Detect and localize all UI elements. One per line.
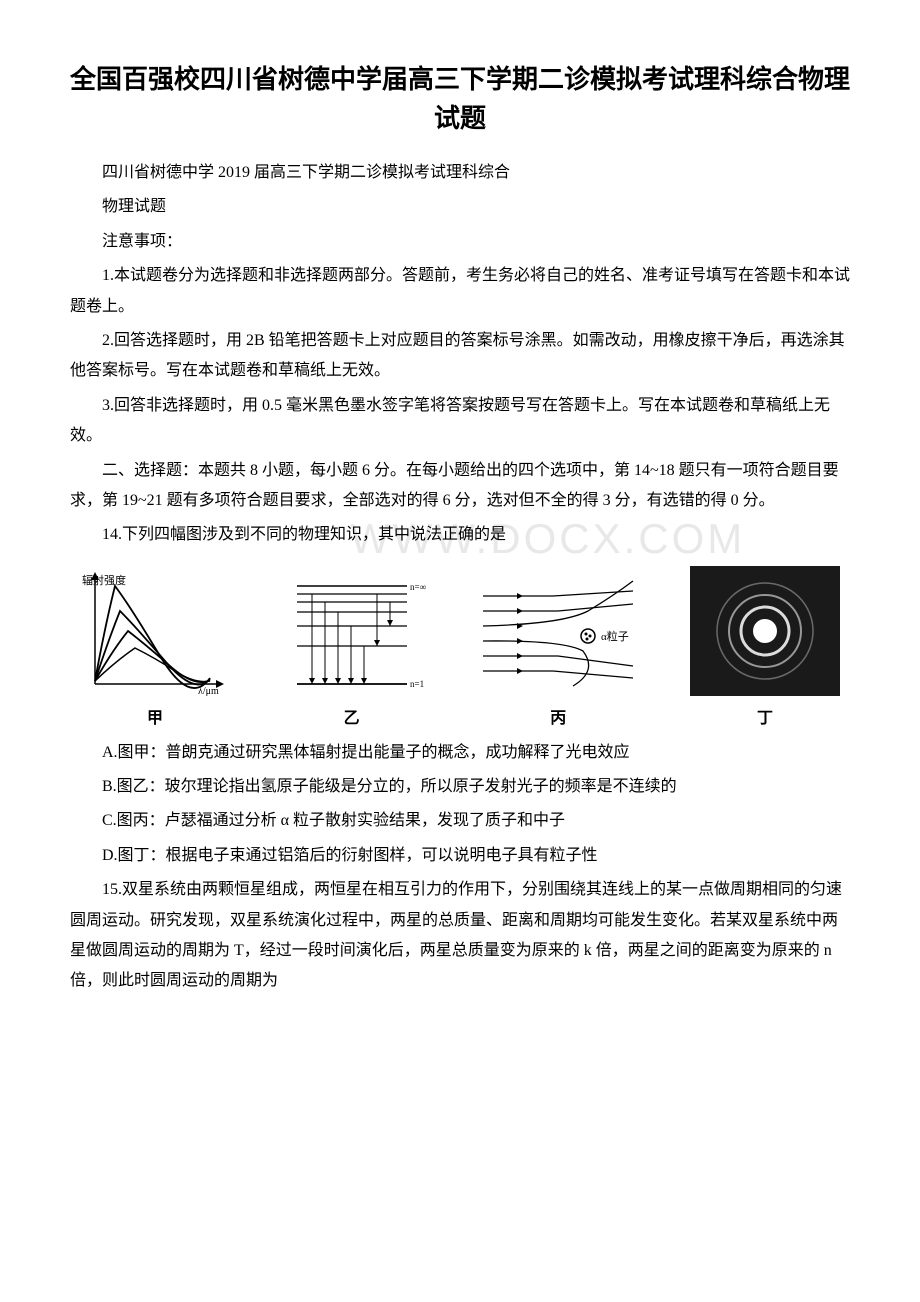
energy-levels-icon: n=∞ n=1 bbox=[277, 566, 427, 696]
scattering-diagram-icon: α粒子 bbox=[473, 566, 643, 696]
q15-stem: 15.双星系统由两颗恒星组成，两恒星在相互引力的作用下，分别围绕其连线上的某一点… bbox=[70, 875, 850, 997]
document-body: 全国百强校四川省树德中学届高三下学期二诊模拟考试理科综合物理试题 四川省树德中学… bbox=[70, 60, 850, 997]
x-axis-label: λ/μm bbox=[198, 686, 219, 696]
notice-header: 注意事项： bbox=[70, 227, 850, 257]
y-axis-label: 辐射强度 bbox=[82, 573, 126, 587]
notice-item: 2.回答选择题时，用 2B 铅笔把答题卡上对应题目的答案标号涂黑。如需改动，用橡… bbox=[70, 326, 850, 387]
section2-header: 二、选择题：本题共 8 小题，每小题 6 分。在每小题给出的四个选项中，第 14… bbox=[70, 456, 850, 517]
blackbody-chart-icon: 辐射强度 λ/μm bbox=[80, 566, 230, 696]
main-title: 全国百强校四川省树德中学届高三下学期二诊模拟考试理科综合物理试题 bbox=[70, 60, 850, 138]
figure-label-yi: 乙 bbox=[344, 704, 360, 728]
diffraction-rings-icon bbox=[690, 566, 840, 696]
svg-text:n=∞: n=∞ bbox=[410, 582, 426, 592]
q14-option-d: D.图丁：根据电子束通过铝箔后的衍射图样，可以说明电子具有粒子性 bbox=[70, 841, 850, 871]
figure-yi: n=∞ n=1 乙 bbox=[277, 566, 427, 728]
figure-ding: 丁 bbox=[690, 566, 840, 728]
figure-jia: 辐射强度 λ/μm 甲 bbox=[80, 566, 230, 728]
section-label: 物理试题 bbox=[70, 192, 850, 222]
q14-option-a: A.图甲：普朗克通过研究黑体辐射提出能量子的概念，成功解释了光电效应 bbox=[70, 738, 850, 768]
notice-item: 1.本试题卷分为选择题和非选择题两部分。答题前，考生务必将自己的姓名、准考证号填… bbox=[70, 261, 850, 322]
figure-bing: α粒子 丙 bbox=[473, 566, 643, 728]
notice-item: 3.回答非选择题时，用 0.5 毫米黑色墨水签字笔将答案按题号写在答题卡上。写在… bbox=[70, 391, 850, 452]
particle-label: α粒子 bbox=[601, 629, 629, 643]
svg-text:n=1: n=1 bbox=[410, 679, 424, 689]
q14-option-b: B.图乙：玻尔理论指出氢原子能级是分立的，所以原子发射光子的频率是不连续的 bbox=[70, 772, 850, 802]
figure-label-ding: 丁 bbox=[757, 704, 773, 728]
subtitle: 四川省树德中学 2019 届高三下学期二诊模拟考试理科综合 bbox=[70, 158, 850, 188]
q14-option-c: C.图丙：卢瑟福通过分析 α 粒子散射实验结果，发现了质子和中子 bbox=[70, 806, 850, 836]
q14-stem: 14.下列四幅图涉及到不同的物理知识，其中说法正确的是 bbox=[70, 520, 850, 550]
q14-figures-row: 辐射强度 λ/μm 甲 bbox=[70, 566, 850, 728]
figure-label-jia: 甲 bbox=[147, 704, 163, 728]
figure-label-bing: 丙 bbox=[550, 704, 566, 728]
